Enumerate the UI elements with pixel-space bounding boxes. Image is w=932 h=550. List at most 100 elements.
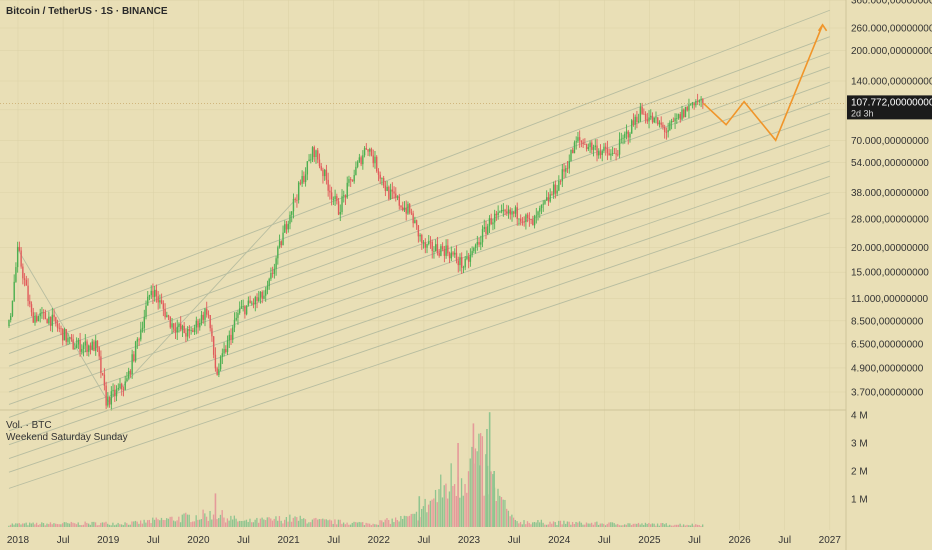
- candle-body: [634, 116, 636, 125]
- candle-body: [476, 242, 479, 245]
- volume-bar: [282, 523, 284, 527]
- volume-bar: [271, 520, 274, 527]
- volume-bar: [171, 516, 173, 527]
- volume-bar: [211, 519, 213, 527]
- candle-body: [178, 323, 180, 327]
- candle-body: [429, 241, 432, 243]
- volume-spike: [457, 443, 459, 527]
- candle-body: [174, 329, 177, 333]
- volume-bar: [422, 506, 425, 527]
- candle-body: [417, 225, 420, 237]
- volume-bar: [492, 474, 494, 527]
- volume-bar: [414, 513, 416, 527]
- candle-body: [578, 137, 581, 141]
- volume-bar: [172, 520, 175, 527]
- volume-bar: [247, 521, 249, 527]
- candle-body: [488, 218, 491, 227]
- candle-body: [631, 120, 633, 134]
- volume-bar: [28, 522, 31, 527]
- candle-body: [62, 328, 64, 341]
- candle-body: [611, 153, 614, 154]
- candle-body: [506, 211, 508, 214]
- candle-body: [330, 192, 333, 200]
- candle-body: [75, 344, 78, 349]
- volume-bar: [334, 519, 336, 527]
- volume-bar: [656, 523, 659, 527]
- candle-body: [216, 368, 218, 375]
- candle-body: [459, 257, 461, 266]
- candle-body: [101, 373, 104, 375]
- candle-body: [358, 157, 361, 162]
- volume-bar: [506, 508, 508, 527]
- volume-bar: [23, 523, 26, 527]
- y-tick-label: 28.000,00000000: [851, 214, 929, 225]
- candle-body: [127, 370, 130, 379]
- candle-body: [554, 184, 557, 194]
- candle-body: [433, 251, 435, 252]
- volume-bar: [157, 519, 159, 527]
- candle-body: [356, 161, 359, 167]
- candle-body: [497, 212, 499, 216]
- candle-body: [334, 196, 336, 200]
- candle-body: [507, 209, 510, 214]
- candle-body: [74, 348, 76, 350]
- candle-body: [22, 266, 24, 279]
- volume-bar: [481, 436, 484, 527]
- candle-body: [688, 104, 690, 111]
- volume-bar: [176, 520, 178, 527]
- candle-body: [589, 142, 591, 148]
- volume-bar: [358, 521, 360, 527]
- volume-bar: [651, 523, 654, 527]
- x-axis[interactable]: 2018 Jul 2019 Jul 2020 Jul 2021 Jul 2022 Jul 2023 J…: [7, 535, 841, 546]
- volume-bar: [94, 522, 97, 527]
- volume-bar: [471, 446, 473, 527]
- candle-body: [339, 212, 341, 215]
- candle-body: [650, 115, 652, 118]
- channel-line: [8, 36, 830, 341]
- volume-bar: [389, 523, 392, 527]
- volume-bar: [674, 524, 676, 527]
- volume-bar: [74, 523, 76, 527]
- y-axis[interactable]: 360.000,00000000 260.000,00000000 200.000,…: [851, 0, 932, 399]
- volume-spike: [418, 496, 421, 527]
- volume-bar: [174, 521, 177, 527]
- volume-bar: [610, 522, 612, 527]
- candle-body: [391, 189, 394, 192]
- volume-bar: [46, 523, 48, 527]
- candle-body: [540, 204, 543, 209]
- candle-body: [310, 159, 312, 161]
- candle-body: [695, 101, 697, 106]
- candle-body: [337, 201, 340, 215]
- volume-bar: [245, 519, 248, 527]
- volume-bar: [483, 495, 485, 527]
- volume-bar: [455, 496, 458, 527]
- candle-body: [636, 116, 638, 122]
- volume-bar: [129, 524, 131, 527]
- volume-bar: [51, 524, 53, 527]
- candle-body: [651, 115, 654, 123]
- channel-line: [8, 175, 830, 459]
- volume-bar: [592, 524, 595, 527]
- volume-bar: [304, 519, 307, 527]
- candle-body: [27, 285, 29, 302]
- volume-bar: [237, 521, 239, 527]
- candle-body: [448, 253, 451, 259]
- volume-bar: [405, 515, 407, 527]
- candle-body: [167, 315, 170, 317]
- volume-bar: [169, 516, 171, 527]
- volume-bar: [56, 524, 59, 527]
- x-tick-label: 2024: [548, 535, 571, 546]
- volume-subtitle: Weekend Saturday Sunday: [6, 432, 128, 443]
- volume-bar: [218, 518, 220, 527]
- candle-body: [441, 246, 444, 250]
- volume-bar: [365, 522, 367, 527]
- volume-bar: [375, 524, 378, 527]
- candle-body: [124, 381, 126, 390]
- volume-bar: [162, 519, 164, 527]
- volume-bar: [103, 522, 105, 527]
- candle-body: [395, 193, 397, 198]
- candle-body: [42, 312, 45, 313]
- candle-body: [308, 159, 310, 162]
- volume-bar: [266, 517, 268, 527]
